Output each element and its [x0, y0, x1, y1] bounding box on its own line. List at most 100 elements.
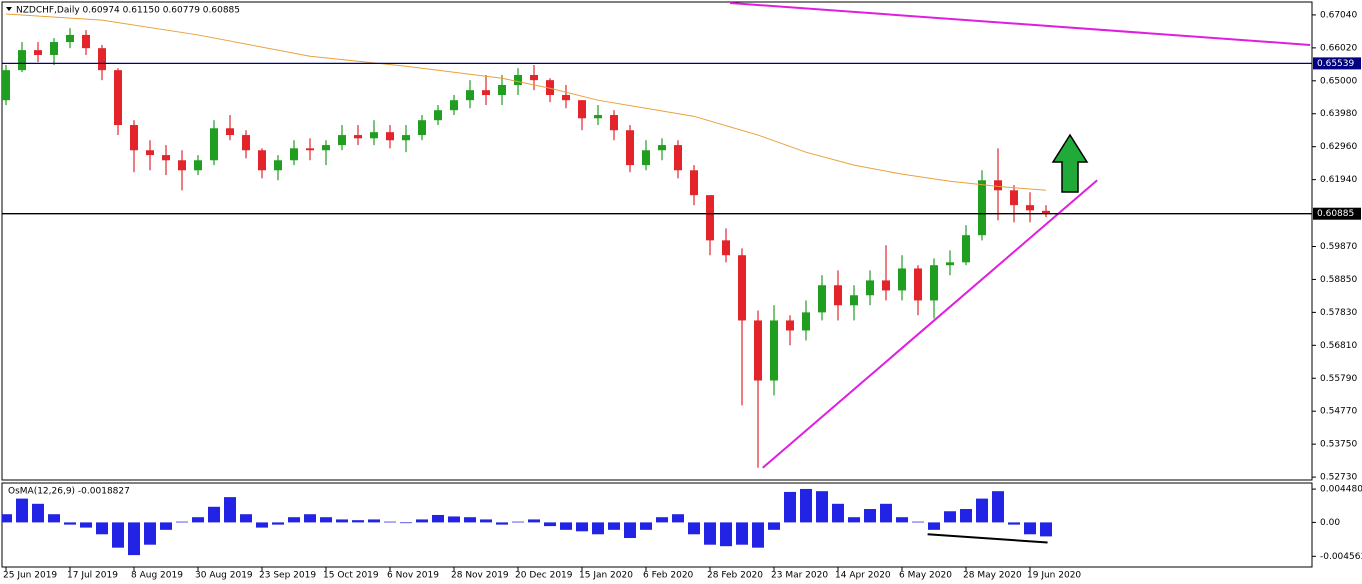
osma-bar: [416, 519, 428, 523]
candle-body: [482, 90, 490, 96]
candle-body: [978, 180, 986, 236]
osma-bar: [640, 522, 652, 530]
x-tick-label: 28 May 2020: [963, 571, 1022, 581]
trendline: [927, 533, 1048, 544]
osma-bar: [880, 503, 892, 523]
candle-body: [546, 80, 554, 96]
plot-area: [2, 488, 1052, 556]
osma-bar: [928, 522, 940, 530]
y-tick-label: 0.66020: [1320, 43, 1357, 53]
candle-body: [418, 120, 426, 136]
osma-bar: [816, 491, 828, 523]
candle-body: [690, 170, 698, 196]
candle-body: [514, 74, 522, 86]
y-tick-label: 0.58850: [1320, 275, 1357, 285]
plot-area: [2, 2, 1311, 469]
osma-bar: [16, 498, 28, 523]
osma-bar: [624, 522, 636, 539]
osma-bar: [1008, 522, 1020, 525]
osma-bar: [224, 497, 236, 523]
candle-body: [802, 312, 810, 331]
y-tick-label: 0.67040: [1320, 10, 1357, 20]
osma-bar: [192, 517, 204, 523]
osma-bar: [688, 522, 700, 535]
candle-body: [194, 160, 202, 171]
x-tick-label: 17 Jul 2019: [67, 571, 118, 581]
y-tick-label: 0.63980: [1320, 109, 1357, 119]
osma-bar: [720, 522, 732, 547]
osma-bar: [304, 514, 316, 523]
candle-body: [98, 48, 106, 71]
candle-body: [434, 110, 442, 121]
osma-bar: [960, 509, 972, 523]
candle-body: [850, 295, 858, 306]
candle-body: [290, 148, 298, 161]
candle-body: [946, 262, 954, 266]
x-tick-label: 23 Mar 2020: [771, 571, 828, 581]
osma-bar: [400, 522, 412, 524]
candle-body: [66, 34, 74, 43]
osma-bar: [576, 522, 588, 532]
candle-body: [594, 115, 602, 119]
osma-bar: [704, 522, 716, 545]
x-tick-label: 25 Jun 2019: [3, 571, 57, 581]
candle-body: [322, 145, 330, 151]
candle-body: [338, 135, 346, 146]
osma-bar: [2, 514, 12, 523]
candle-body: [786, 320, 794, 331]
osma-bar: [432, 514, 444, 523]
menu-triangle: [6, 7, 12, 11]
osma-bar: [496, 522, 508, 525]
candle-body: [562, 95, 570, 101]
candle-body: [530, 74, 538, 81]
y-tick-label: 0.62960: [1320, 142, 1357, 152]
chart-title: NZDCHF,Daily 0.60974 0.61150 0.60779 0.6…: [16, 6, 240, 16]
trendline: [729, 2, 1311, 46]
osma-bar: [560, 522, 572, 530]
x-tick-label: 28 Nov 2019: [451, 571, 509, 581]
candle-body: [146, 150, 154, 156]
osma-bar: [144, 522, 156, 545]
osma-bar: [480, 519, 492, 523]
y-tick-label: 0.004480: [1320, 485, 1362, 495]
osma-bar: [448, 516, 460, 523]
price-label-box: [1313, 207, 1361, 220]
candle-body: [50, 42, 58, 55]
osma-bar: [288, 517, 300, 523]
osma-bar: [592, 522, 604, 535]
osma-bar: [896, 517, 908, 523]
osma-bar: [656, 517, 668, 523]
osma-bar: [368, 519, 380, 523]
candle-body: [114, 70, 122, 126]
price-label-box: [1313, 57, 1361, 70]
y-tick-label: 0.52730: [1320, 473, 1357, 483]
osma-bar: [176, 521, 188, 523]
osma-bar: [464, 517, 476, 523]
indicator-title: OsMA(12,26,9) -0.0018827: [8, 487, 130, 497]
osma-bar: [240, 514, 252, 523]
candle-body: [1010, 190, 1018, 206]
up-arrow: [1051, 133, 1089, 193]
candle-body: [306, 148, 314, 151]
candle-body: [178, 160, 186, 171]
candle-body: [18, 50, 26, 71]
candle-body: [706, 195, 714, 241]
candle-body: [754, 320, 762, 381]
trendline: [762, 179, 1098, 469]
x-tick-label: 15 Jan 2020: [579, 571, 633, 581]
osma-bar: [672, 514, 684, 523]
candle-body: [402, 135, 410, 141]
candle-body: [370, 132, 378, 139]
candle-body: [354, 135, 362, 139]
y-tick-label: 0.00: [1320, 518, 1340, 528]
candle-body: [242, 135, 250, 151]
osma-bar: [992, 491, 1004, 523]
osma-bar: [752, 522, 764, 548]
candle-body: [722, 240, 730, 256]
candle-body: [466, 90, 474, 101]
osma-bar: [272, 522, 284, 525]
candle-body: [130, 125, 138, 151]
osma-bar: [48, 514, 60, 523]
candle-body: [738, 255, 746, 321]
